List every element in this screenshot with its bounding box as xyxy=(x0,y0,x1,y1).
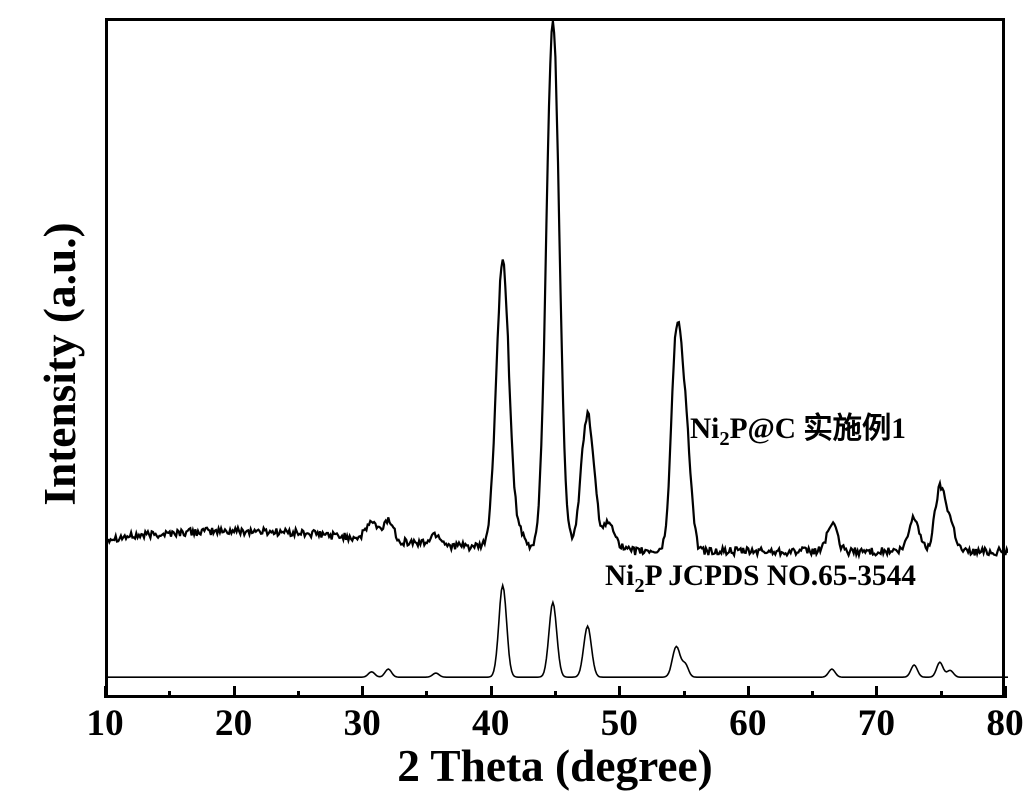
x-tick-major xyxy=(618,686,621,698)
x-tick-minor xyxy=(940,691,943,698)
x-tick-major xyxy=(104,686,107,698)
x-tick-label: 80 xyxy=(986,702,1023,745)
x-tick-label: 10 xyxy=(86,702,123,745)
x-tick-major xyxy=(875,686,878,698)
x-tick-major xyxy=(1004,686,1007,698)
x-tick-minor xyxy=(425,691,428,698)
x-axis-label: 2 Theta (degree) xyxy=(355,740,755,792)
x-tick-label: 40 xyxy=(472,702,509,745)
x-tick-minor xyxy=(297,691,300,698)
series-path-experimental xyxy=(108,21,1008,555)
x-tick-major xyxy=(490,686,493,698)
x-tick-minor xyxy=(683,691,686,698)
x-tick-label: 30 xyxy=(343,702,380,745)
x-tick-minor xyxy=(811,691,814,698)
x-tick-label: 60 xyxy=(729,702,766,745)
x-tick-label: 70 xyxy=(858,702,895,745)
x-tick-major xyxy=(233,686,236,698)
xrd-chart: Intensity (a.u.) 2 Theta (degree) 10 20 30… xyxy=(0,0,1031,794)
series-path-reference xyxy=(108,585,1008,677)
series-label-experimental: Ni2P@C 实施例1 xyxy=(690,405,906,451)
y-axis-label: Intensity (a.u.) xyxy=(34,214,86,514)
xrd-patterns-svg xyxy=(108,21,1008,701)
x-tick-label: 50 xyxy=(601,702,638,745)
x-tick-major xyxy=(361,686,364,698)
x-tick-major xyxy=(747,686,750,698)
x-tick-minor xyxy=(554,691,557,698)
x-tick-minor xyxy=(168,691,171,698)
series-label-reference: Ni2P JCPDS NO.65-3544 xyxy=(605,560,916,598)
x-tick-label: 20 xyxy=(215,702,252,745)
